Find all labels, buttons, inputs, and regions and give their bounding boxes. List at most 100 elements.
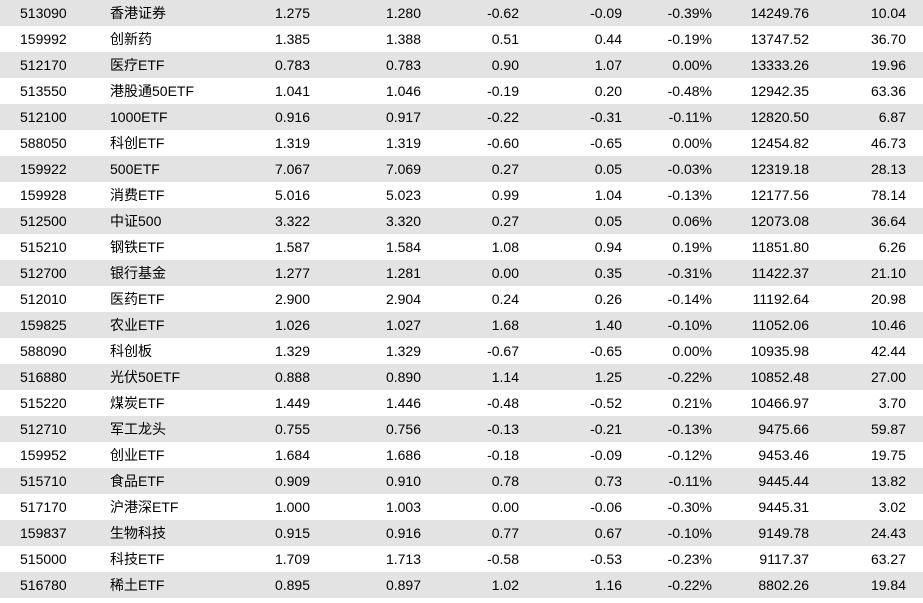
table-row[interactable]: 159928 消费ETF 5.016 5.023 0.99 1.04 -0.13% 12177…: [0, 182, 923, 208]
table-row[interactable]: 517170 沪港深ETF 1.000 1.003 0.00 -0.06 -0.30% 944…: [0, 494, 923, 520]
fund-code-cell: 513550: [20, 83, 67, 99]
last-value-cell: 19.96: [870, 57, 906, 73]
last-value-cell: 20.98: [870, 291, 906, 307]
table-row[interactable]: 512700 银行基金 1.277 1.281 0.00 0.35 -0.31% 11422.…: [0, 260, 923, 286]
table-row[interactable]: 588090 科创板 1.329 1.329 -0.67 -0.65 0.00% 10935.…: [0, 338, 923, 364]
volume-cell: 13747.52: [750, 31, 809, 47]
volume-cell: 14249.76: [750, 5, 809, 21]
price-cell: 1.587: [274, 239, 310, 255]
price-cell: 3.322: [274, 213, 310, 229]
fund-name-cell: 创新药: [110, 31, 152, 47]
table-row[interactable]: 159922 500ETF 7.067 7.069 0.27 0.05 -0.03% 1231…: [0, 156, 923, 182]
change-cell: 0.27: [491, 213, 519, 229]
table-row[interactable]: 516880 光伏50ETF 0.888 0.890 1.14 1.25 -0.22% 108…: [0, 364, 923, 390]
fund-code-cell: 512710: [20, 421, 67, 437]
change-cell: 1.08: [491, 239, 519, 255]
fund-name-cell: 消费ETF: [110, 187, 165, 203]
table-row[interactable]: 512100 1000ETF 0.916 0.917 -0.22 -0.31 -0.11% 1…: [0, 104, 923, 130]
fund-name-cell: 港股通50ETF: [110, 83, 195, 99]
change-cell: -0.22: [487, 109, 519, 125]
table-row[interactable]: 513090 香港证券 1.275 1.280 -0.62 -0.09 -0.39% 1424…: [0, 0, 923, 26]
premium-cell: -0.30%: [667, 499, 712, 515]
nav-cell: 1.388: [385, 31, 421, 47]
volume-cell: 10935.98: [750, 343, 809, 359]
fund-code-cell: 516780: [20, 577, 67, 593]
price-cell: 1.329: [274, 343, 310, 359]
table-row[interactable]: 159825 农业ETF 1.026 1.027 1.68 1.40 -0.10% 11052…: [0, 312, 923, 338]
table-row[interactable]: 512010 医药ETF 2.900 2.904 0.24 0.26 -0.14% 11192…: [0, 286, 923, 312]
price-cell: 1.277: [274, 265, 310, 281]
premium-cell: -0.13%: [667, 187, 712, 203]
change-2-cell: 1.07: [594, 57, 622, 73]
volume-cell: 11052.06: [751, 317, 809, 333]
table-row[interactable]: 512170 医疗ETF 0.783 0.783 0.90 1.07 0.00% 13333.…: [0, 52, 923, 78]
last-value-cell: 19.75: [870, 447, 906, 463]
premium-cell: -0.11%: [668, 109, 712, 125]
premium-cell: 0.19%: [672, 239, 712, 255]
nav-cell: 1.686: [385, 447, 421, 463]
table-row[interactable]: 515210 钢铁ETF 1.587 1.584 1.08 0.94 0.19% 11851.…: [0, 234, 923, 260]
nav-cell: 1.280: [385, 5, 421, 21]
last-value-cell: 59.87: [870, 421, 906, 437]
price-cell: 0.895: [274, 577, 310, 593]
nav-cell: 1.319: [385, 135, 421, 151]
table-row[interactable]: 515710 食品ETF 0.909 0.910 0.78 0.73 -0.11% 9445.…: [0, 468, 923, 494]
change-2-cell: 1.16: [594, 577, 622, 593]
fund-code-cell: 159825: [20, 317, 67, 333]
nav-cell: 1.027: [385, 317, 421, 333]
fund-name-cell: 光伏50ETF: [110, 369, 181, 385]
change-cell: 0.99: [491, 187, 519, 203]
table-row[interactable]: 159837 生物科技 0.915 0.916 0.77 0.67 -0.10% 9149.7…: [0, 520, 923, 546]
change-cell: 0.00: [491, 265, 519, 281]
nav-cell: 0.910: [385, 473, 421, 489]
table-row[interactable]: 515000 科技ETF 1.709 1.713 -0.58 -0.53 -0.23% 911…: [0, 546, 923, 572]
last-value-cell: 46.73: [870, 135, 906, 151]
change-cell: 0.78: [491, 473, 519, 489]
change-2-cell: -0.65: [590, 343, 622, 359]
nav-cell: 1.584: [385, 239, 421, 255]
premium-cell: 0.06%: [672, 213, 712, 229]
last-value-cell: 3.02: [878, 499, 906, 515]
price-cell: 0.888: [274, 369, 310, 385]
change-2-cell: 0.44: [594, 31, 622, 47]
volume-cell: 12454.82: [750, 135, 809, 151]
table-row[interactable]: 512710 军工龙头 0.755 0.756 -0.13 -0.21 -0.13% 9475…: [0, 416, 923, 442]
nav-cell: 1.046: [385, 83, 421, 99]
fund-name-cell: 食品ETF: [110, 473, 165, 489]
nav-cell: 0.756: [385, 421, 421, 437]
fund-code-cell: 517170: [20, 499, 67, 515]
price-cell: 1.041: [274, 83, 310, 99]
volume-cell: 11422.37: [751, 265, 809, 281]
change-cell: 0.51: [491, 31, 519, 47]
last-value-cell: 10.04: [870, 5, 906, 21]
change-2-cell: 0.73: [594, 473, 622, 489]
volume-cell: 13333.26: [750, 57, 809, 73]
premium-cell: -0.48%: [667, 83, 712, 99]
table-row[interactable]: 515220 煤炭ETF 1.449 1.446 -0.48 -0.52 0.21% 1046…: [0, 390, 923, 416]
premium-cell: 0.00%: [672, 57, 712, 73]
fund-code-cell: 513090: [20, 5, 67, 21]
volume-cell: 9445.44: [758, 473, 809, 489]
table-row[interactable]: 588050 科创ETF 1.319 1.319 -0.60 -0.65 0.00% 1245…: [0, 130, 923, 156]
table-row[interactable]: 159992 创新药 1.385 1.388 0.51 0.44 -0.19% 13747.5…: [0, 26, 923, 52]
table-row[interactable]: 159952 创业ETF 1.684 1.686 -0.18 -0.09 -0.12% 945…: [0, 442, 923, 468]
fund-code-cell: 159928: [20, 187, 67, 203]
last-value-cell: 21.10: [870, 265, 906, 281]
fund-name-cell: 生物科技: [110, 525, 166, 541]
fund-code-cell: 512100: [20, 109, 67, 125]
price-cell: 1.000: [274, 499, 310, 515]
volume-cell: 11851.80: [751, 239, 809, 255]
table-row[interactable]: 516780 稀土ETF 0.895 0.897 1.02 1.16 -0.22% 8802.…: [0, 572, 923, 598]
fund-name-cell: 科创板: [110, 343, 152, 359]
change-2-cell: -0.21: [590, 421, 622, 437]
table-row[interactable]: 513550 港股通50ETF 1.041 1.046 -0.19 0.20 -0.48% 1…: [0, 78, 923, 104]
premium-cell: -0.13%: [667, 421, 712, 437]
last-value-cell: 36.64: [870, 213, 906, 229]
last-value-cell: 42.44: [870, 343, 906, 359]
table-row[interactable]: 512500 中证500 3.322 3.320 0.27 0.05 0.06% 12073.…: [0, 208, 923, 234]
last-value-cell: 6.87: [878, 109, 906, 125]
price-cell: 0.909: [274, 473, 310, 489]
premium-cell: -0.12%: [667, 447, 712, 463]
change-2-cell: 0.94: [594, 239, 622, 255]
change-cell: 1.68: [491, 317, 519, 333]
